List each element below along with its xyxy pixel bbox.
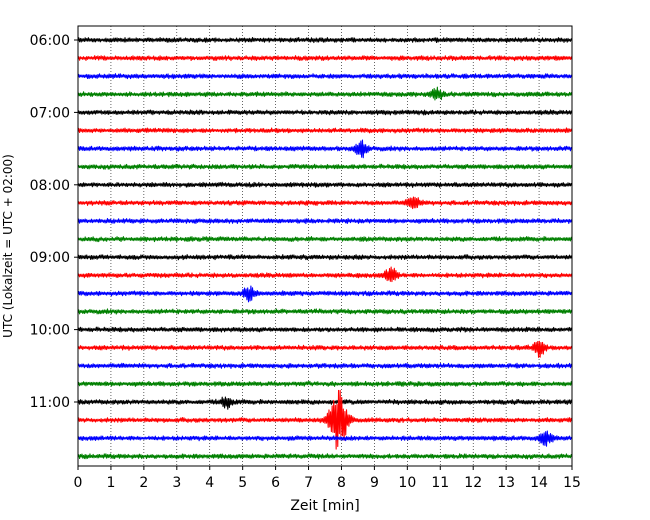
x-tick-label: 7 <box>304 475 313 491</box>
x-tick-label: 6 <box>271 475 280 491</box>
trace-layer <box>77 36 573 460</box>
x-tick-label: 5 <box>238 475 247 491</box>
y-tick-label: 11:00 <box>30 395 70 411</box>
x-tick-label: 2 <box>139 475 148 491</box>
x-tick-label: 10 <box>398 475 416 491</box>
trace-row-14 <box>77 285 573 303</box>
y-axis-label: UTC (Lokalzeit = UTC + 02:00) <box>1 154 15 338</box>
trace-row-23 <box>77 453 573 460</box>
trace-row-16 <box>77 326 573 333</box>
x-tick-label: 0 <box>74 475 83 491</box>
trace-row-12 <box>77 254 573 261</box>
trace-row-17 <box>77 340 573 358</box>
trace-row-18 <box>77 362 573 369</box>
x-tick-label: 13 <box>497 475 515 491</box>
trace-row-15 <box>77 308 573 315</box>
x-axis-label: Zeit [min] <box>290 498 359 514</box>
x-tick-label: 1 <box>106 475 115 491</box>
trace-row-19 <box>77 380 573 387</box>
y-axis: 06:00 07:00 08:00 09:00 10:00 11:00 <box>30 33 78 411</box>
y-tick-label: 08:00 <box>30 178 70 194</box>
trace-row-1 <box>77 55 573 62</box>
trace-row-3 <box>77 86 573 101</box>
x-tick-label: 12 <box>464 475 482 491</box>
trace-row-11 <box>77 236 573 243</box>
plot-frame <box>77 25 573 467</box>
trace-row-2 <box>77 73 573 80</box>
y-tick-label: 06:00 <box>30 33 70 49</box>
x-tick-label: 15 <box>563 475 581 491</box>
x-tick-label: 9 <box>370 475 379 491</box>
trace-row-5 <box>77 127 573 134</box>
trace-row-8 <box>77 181 573 188</box>
x-tick-label: 4 <box>205 475 214 491</box>
trace-row-4 <box>77 109 573 116</box>
trace-row-10 <box>77 217 573 225</box>
trace-row-6 <box>77 139 573 159</box>
grid-lines <box>110 26 540 466</box>
trace-row-20 <box>77 396 573 410</box>
y-tick-label: 09:00 <box>30 250 70 266</box>
trace-row-0 <box>77 36 573 44</box>
trace-row-22 <box>77 430 573 447</box>
x-tick-label: 8 <box>337 475 346 491</box>
y-tick-label: 07:00 <box>30 105 70 121</box>
y-tick-label: 10:00 <box>30 323 70 339</box>
x-tick-label: 14 <box>530 475 548 491</box>
trace-row-9 <box>77 196 573 210</box>
x-tick-label: 11 <box>431 475 449 491</box>
x-tick-label: 3 <box>172 475 181 491</box>
trace-row-21 <box>77 389 573 450</box>
x-axis: 0 1 2 3 4 5 6 7 8 9 10 11 12 13 14 15 <box>74 466 581 491</box>
trace-row-13 <box>77 266 573 283</box>
trace-row-7 <box>77 163 573 170</box>
